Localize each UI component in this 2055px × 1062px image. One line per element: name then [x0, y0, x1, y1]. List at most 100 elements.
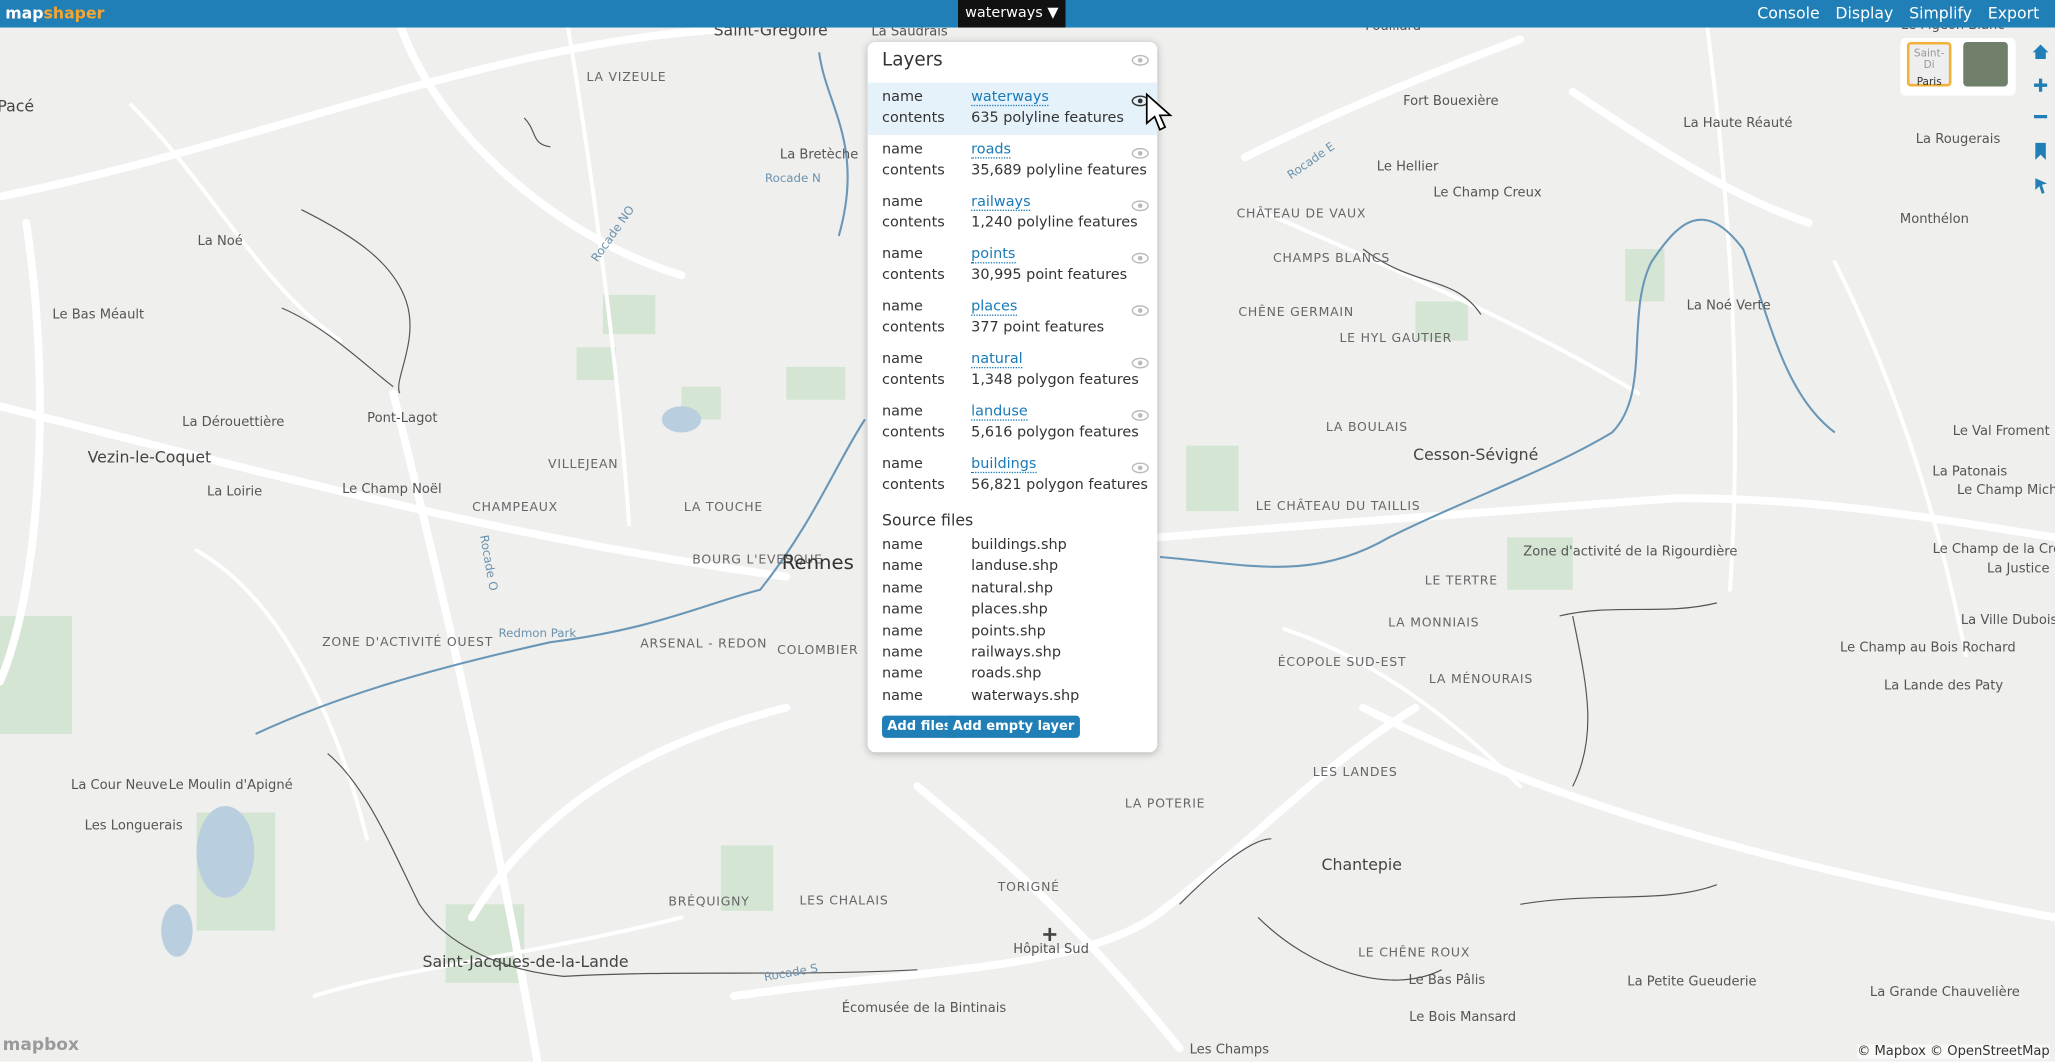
- layers-panel: Layers name waterways contents 635 polyline…: [867, 41, 1158, 753]
- field-label: name: [882, 579, 923, 597]
- hospital-cross: [1043, 927, 1057, 942]
- field-label: contents: [882, 475, 945, 493]
- map-label: Redmon Park: [498, 626, 576, 640]
- layer-name[interactable]: waterways: [971, 87, 1049, 107]
- map-label: Rocade O: [477, 534, 501, 592]
- streams: [281, 117, 1718, 981]
- map-label: Pacé: [0, 96, 34, 115]
- layer-row[interactable]: name railways contents 1,240 polyline featu…: [868, 187, 1158, 239]
- eye-pupil: [1137, 203, 1143, 209]
- basemap-label: Paris: [1916, 76, 1942, 88]
- layer-name[interactable]: natural: [971, 349, 1023, 369]
- field-label: name: [882, 87, 923, 105]
- mouse-cursor: [1145, 92, 1173, 131]
- layer-row[interactable]: name places contents 377 point features: [868, 292, 1158, 344]
- field-label: name: [882, 686, 923, 704]
- map-label: La Noé Verte: [1687, 298, 1771, 313]
- eye-outline: [1131, 54, 1149, 66]
- menu-item[interactable]: Simplify: [1909, 3, 1973, 23]
- map-label: La Loirie: [207, 484, 262, 499]
- field-label: name: [882, 245, 923, 263]
- visibility-toggle[interactable]: [1131, 252, 1149, 265]
- layer-row[interactable]: name natural contents 1,348 polygon feature…: [868, 345, 1158, 397]
- visibility-toggle[interactable]: [1131, 54, 1149, 67]
- visibility-toggle[interactable]: [1131, 304, 1149, 317]
- visibility-toggle[interactable]: [1131, 147, 1149, 160]
- map-label: La Justice: [1987, 562, 2050, 577]
- map-label: TORIGNÉ: [997, 879, 1060, 894]
- source-row: name roads.shp: [868, 665, 1158, 686]
- map-label: CHAMPEAUX: [472, 499, 558, 514]
- map-label: CHÂTEAU DE VAUX: [1237, 206, 1367, 221]
- map-label: LA BOULAIS: [1326, 419, 1408, 434]
- map-label: Les Longuerais: [85, 819, 183, 834]
- river: [255, 52, 1836, 735]
- layer-name[interactable]: roads: [971, 140, 1012, 159]
- field-label: name: [882, 557, 923, 575]
- field-label: contents: [882, 108, 945, 126]
- zoom-in-button[interactable]: [2034, 78, 2048, 92]
- map-label: Le Champ Creux: [1433, 186, 1542, 201]
- layer-row[interactable]: name points contents 30,995 point features: [868, 240, 1158, 292]
- map-label: ARSENAL - REDON: [640, 635, 767, 650]
- map-label: Fort Bouexière: [1403, 94, 1498, 109]
- layer-row[interactable]: name waterways contents 635 polyline featur…: [867, 82, 1158, 135]
- field-label: contents: [882, 423, 945, 441]
- map-label: La Petite Gueuderie: [1627, 975, 1756, 990]
- map-label: CHÊNE GERMAIN: [1238, 304, 1354, 319]
- menu-item[interactable]: Console: [1757, 3, 1820, 23]
- layer-contents: 635 polyline features: [971, 108, 1124, 126]
- layer-row[interactable]: name buildings contents 56,821 polygon feat…: [868, 450, 1158, 502]
- layer-name[interactable]: places: [971, 297, 1018, 316]
- map-label: Le Moulin d'Apigné: [169, 778, 293, 793]
- field-label: name: [882, 349, 923, 367]
- visibility-toggle[interactable]: [1131, 461, 1149, 474]
- map-label: VILLEJEAN: [548, 456, 618, 471]
- source-row: name railways.shp: [868, 643, 1158, 664]
- add-empty-layer-button[interactable]: Add empty layer: [947, 715, 1080, 738]
- map-label: LE HYL GAUTIER: [1339, 330, 1452, 345]
- menu: Console Display Simplify Export: [1757, 4, 2039, 22]
- layer-row[interactable]: name landuse contents 5,616 polygon feature…: [868, 397, 1158, 449]
- visibility-toggle[interactable]: [1131, 199, 1149, 212]
- home-button[interactable]: [2032, 44, 2049, 59]
- eye-outline: [1131, 305, 1149, 317]
- add-files-button[interactable]: Add files: [882, 715, 957, 738]
- eye-outline: [1131, 410, 1149, 421]
- basemap-label: Saint-Di: [1913, 47, 1945, 71]
- source-file: natural.shp: [971, 579, 1054, 597]
- eye-pupil: [1137, 150, 1143, 156]
- layer-menu[interactable]: waterways ▼: [958, 0, 1066, 28]
- field-label: contents: [882, 266, 945, 284]
- field-label: name: [882, 297, 923, 315]
- bookmark-button[interactable]: [2035, 142, 2046, 160]
- menu-item[interactable]: Export: [1987, 3, 2040, 23]
- layer-contents: 30,995 point features: [971, 266, 1128, 284]
- layer-name[interactable]: buildings: [971, 454, 1037, 474]
- logo[interactable]: mapshaper: [5, 4, 104, 22]
- field-label: contents: [882, 213, 945, 231]
- map-label: BRÉQUIGNY: [668, 894, 749, 909]
- visibility-toggle[interactable]: [1131, 356, 1149, 369]
- eye-pupil: [1137, 98, 1143, 104]
- pointer-button[interactable]: [2035, 178, 2048, 194]
- field-label: contents: [882, 161, 945, 179]
- menu-item[interactable]: Display: [1835, 3, 1894, 23]
- layer-name[interactable]: railways: [971, 192, 1031, 212]
- layer-name[interactable]: points: [971, 245, 1016, 264]
- map-label: Rocade E: [1285, 139, 1338, 182]
- basemap-option[interactable]: Saint-Di Paris: [1906, 41, 1952, 88]
- field-label: name: [882, 600, 923, 618]
- eye-pupil: [1137, 308, 1143, 313]
- basemap-option[interactable]: [1963, 41, 2008, 87]
- source-file: points.shp: [971, 621, 1046, 640]
- map-label: La Dérouettière: [182, 415, 284, 430]
- eye-outline: [1131, 252, 1149, 264]
- layer-row[interactable]: name roads contents 35,689 polyline feature…: [868, 135, 1158, 187]
- layer-name[interactable]: landuse: [971, 402, 1028, 421]
- map-label: LE CHÊNE ROUX: [1358, 945, 1470, 960]
- map-label: Hôpital Sud: [1013, 942, 1089, 957]
- visibility-toggle[interactable]: [1131, 409, 1149, 422]
